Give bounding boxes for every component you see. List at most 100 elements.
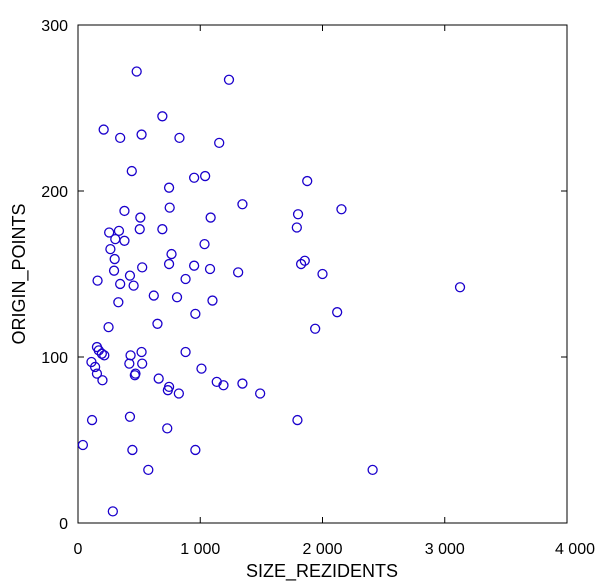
data-point <box>157 111 168 122</box>
data-point <box>188 260 200 271</box>
data-point <box>173 388 185 399</box>
data-point <box>291 222 302 233</box>
data-point <box>188 172 200 183</box>
data-point <box>292 414 303 426</box>
data-point <box>211 376 222 388</box>
data-point <box>232 267 244 278</box>
data-point <box>180 346 191 358</box>
data-point <box>107 506 118 517</box>
y-axis-ticks: 0 100 200 300 <box>41 18 567 533</box>
data-point <box>336 204 347 215</box>
data-point <box>124 411 136 422</box>
data-point <box>302 175 313 187</box>
x-axis-ticks: 0 1 000 2 000 3 000 4 000 <box>74 25 595 558</box>
data-point <box>163 258 175 270</box>
plot-area-frame <box>77 24 568 524</box>
data-point <box>108 265 120 276</box>
data-point <box>113 225 125 236</box>
data-point <box>299 255 310 266</box>
data-point <box>166 248 177 260</box>
data-point <box>124 358 135 369</box>
data-point <box>109 253 120 265</box>
data-point <box>86 414 98 426</box>
data-point <box>199 238 210 250</box>
data-point <box>119 235 130 246</box>
data-point <box>99 350 110 361</box>
data-point <box>110 233 121 245</box>
data-point <box>190 308 201 319</box>
y-tick-label: 300 <box>41 18 68 35</box>
data-point <box>130 368 141 379</box>
data-point <box>115 278 126 290</box>
data-point <box>310 323 321 334</box>
data-point <box>223 74 235 85</box>
data-point <box>295 258 307 270</box>
data-point <box>131 66 142 77</box>
data-point <box>92 275 103 286</box>
data-point <box>89 361 101 373</box>
data-point <box>104 227 115 238</box>
data-point <box>207 295 218 306</box>
data-point <box>127 444 138 456</box>
x-tick-label: 2 000 <box>302 541 342 558</box>
data-point <box>153 373 164 384</box>
data-point <box>134 224 145 235</box>
data-point <box>115 132 126 144</box>
data-point <box>148 290 159 301</box>
y-tick-label: 100 <box>41 350 68 367</box>
data-point <box>205 212 216 223</box>
y-tick-label: 0 <box>59 516 68 533</box>
data-point <box>77 439 89 451</box>
data-point <box>218 380 229 391</box>
data-point <box>199 170 211 182</box>
data-point <box>171 292 183 303</box>
data-point <box>103 321 114 333</box>
data-point <box>317 268 328 280</box>
data-point <box>204 263 216 275</box>
data-point <box>162 423 173 434</box>
data-point <box>143 464 154 476</box>
data-point <box>292 209 304 220</box>
data-point <box>152 318 163 329</box>
data-point <box>157 224 168 235</box>
data-point <box>126 165 137 177</box>
data-point <box>113 297 124 308</box>
x-axis-title: SIZE_REZIDENTS <box>246 561 398 581</box>
x-tick-label: 0 <box>74 541 83 558</box>
x-tick-label: 1 000 <box>180 541 220 558</box>
data-point <box>91 368 103 379</box>
data-point <box>125 350 136 361</box>
data-point <box>196 363 207 374</box>
data-point <box>190 444 201 456</box>
y-axis-title: ORIGIN_POINTS <box>9 203 30 344</box>
data-point <box>137 262 148 273</box>
data-point <box>163 182 175 193</box>
data-point <box>174 132 185 144</box>
data-point <box>135 212 146 223</box>
x-tick-label: 3 000 <box>425 541 465 558</box>
data-point <box>163 381 175 393</box>
data-point <box>180 273 191 285</box>
data-point <box>255 388 266 399</box>
data-point <box>137 358 148 369</box>
data-point <box>237 378 248 389</box>
data-point <box>136 129 147 140</box>
data-points <box>77 66 466 517</box>
data-point <box>119 205 130 217</box>
data-point <box>332 307 343 318</box>
data-point <box>237 199 248 210</box>
data-point <box>96 348 107 359</box>
data-point <box>124 270 136 281</box>
data-point <box>97 375 108 386</box>
data-point <box>367 464 378 476</box>
data-point <box>98 124 109 135</box>
data-point <box>214 137 225 149</box>
data-point <box>454 282 466 293</box>
data-point <box>164 202 175 213</box>
data-point <box>105 243 116 255</box>
data-point <box>128 280 139 291</box>
x-tick-label: 4 000 <box>555 541 595 558</box>
data-point <box>136 346 147 358</box>
y-tick-label: 200 <box>41 184 68 201</box>
